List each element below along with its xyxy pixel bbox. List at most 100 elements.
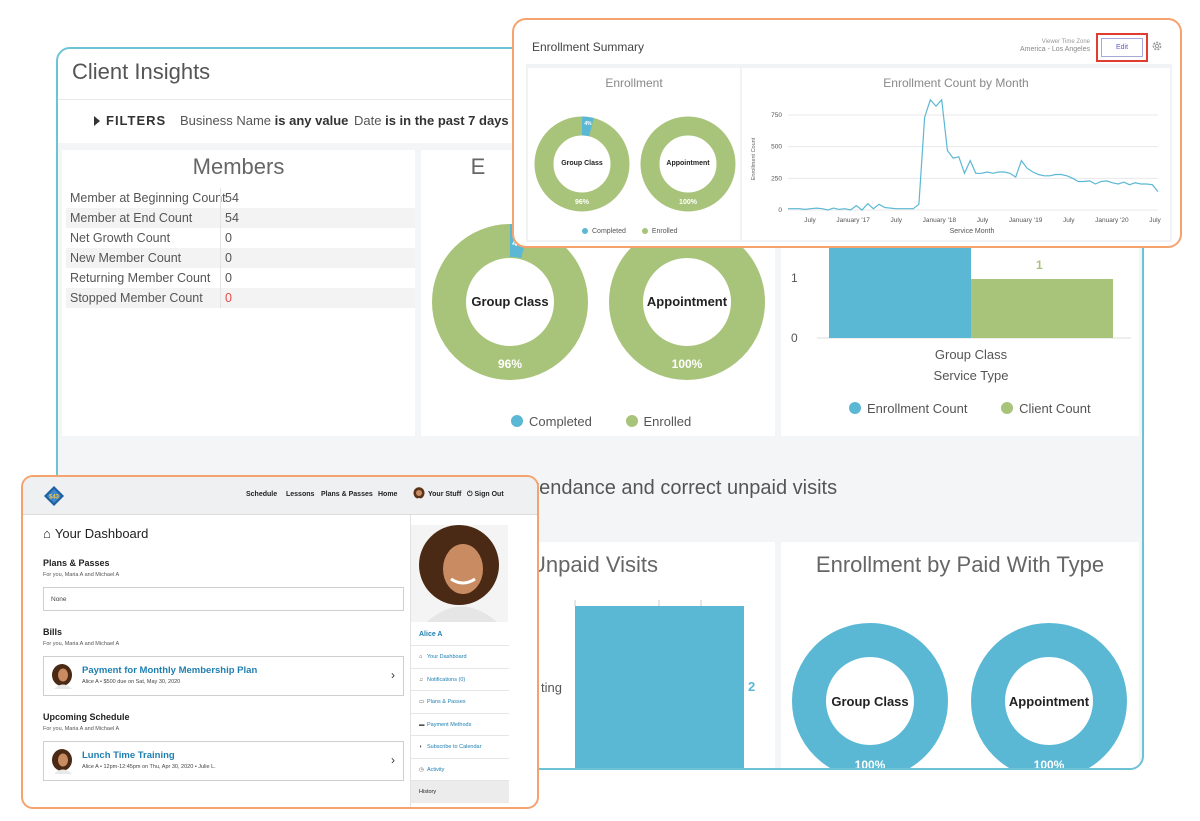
user-name[interactable]: Alice A bbox=[419, 631, 443, 638]
y-tick: 1 bbox=[791, 271, 798, 285]
gear-icon[interactable] bbox=[1151, 40, 1163, 52]
table-row: Returning Member Count 0 bbox=[66, 268, 415, 288]
edit-button[interactable]: Edit bbox=[1101, 38, 1143, 57]
appointment-enrolled-ring bbox=[640, 116, 736, 212]
y-tick-label: 750 bbox=[771, 112, 782, 119]
donut-label: Group Class bbox=[471, 294, 549, 309]
y-axis-label: Enrollment Count bbox=[751, 137, 757, 181]
unpaid-visits-title: Unpaid Visits bbox=[530, 552, 658, 577]
filters-toggle[interactable]: FILTERS bbox=[106, 113, 167, 128]
enrollment-by-month-title: Enrollment Count by Month bbox=[883, 76, 1029, 90]
bell-icon: ♫ bbox=[419, 676, 424, 683]
bills-section-title: Bills bbox=[43, 627, 63, 637]
y-tick-label: 250 bbox=[771, 175, 782, 182]
schedule-title[interactable]: Lunch Time Training bbox=[82, 750, 175, 761]
donut-label: Appointment bbox=[1008, 694, 1090, 709]
bill-details: Alice A • $500 due on Sat, May 30, 2020 bbox=[82, 679, 181, 685]
y-tick-label: 0 bbox=[778, 207, 782, 214]
donut-label: Group Class bbox=[831, 694, 909, 709]
edit-highlight-box: Edit bbox=[1096, 33, 1148, 62]
nav-plans-passes[interactable]: Plans & Passes bbox=[321, 491, 373, 498]
series-line bbox=[788, 98, 1159, 211]
x-axis-label: Service Month bbox=[949, 228, 995, 235]
enrollment-summary-title: Enrollment Summary bbox=[532, 40, 645, 54]
avatar bbox=[51, 749, 74, 774]
donut-percent: 100% bbox=[1033, 758, 1065, 770]
plans-box: None bbox=[43, 587, 404, 611]
x-tick-label: January '20 bbox=[1095, 217, 1129, 224]
legend-dot bbox=[641, 228, 648, 234]
legend-completed: Completed bbox=[511, 414, 592, 429]
credit-card-icon: ▬ bbox=[419, 721, 425, 728]
menu-subscribe-calendar[interactable]: ◗ Subscribe to Calendar bbox=[411, 735, 509, 758]
filter-date[interactable]: Date is in the past 7 days bbox=[354, 113, 509, 128]
x-axis-label: Service Type bbox=[933, 368, 1009, 383]
profile-photo bbox=[411, 525, 508, 622]
expand-triangle-icon[interactable] bbox=[94, 116, 100, 126]
legend-dot bbox=[625, 415, 638, 427]
filter-business-name[interactable]: Business Name is any value bbox=[180, 113, 349, 128]
group-class-ring bbox=[792, 623, 948, 768]
schedule-card[interactable]: Lunch Time Training Alice A • 12pm-12:45… bbox=[43, 741, 404, 781]
menu-history[interactable]: History bbox=[411, 780, 509, 803]
bar-data-label: 1 bbox=[1036, 258, 1043, 272]
power-icon: ⏻ bbox=[467, 491, 475, 498]
profile-sidebar: Alice A ⌂ Your Dashboard ♫ Notifications (… bbox=[410, 515, 537, 807]
slice-label: 4% bbox=[584, 121, 592, 127]
enrollment-summary-body: Enrollment 4% Group Class 96% Appointmen… bbox=[526, 64, 1172, 242]
y-tick-label: 500 bbox=[771, 144, 782, 151]
timezone-value[interactable]: America - Los Angeles bbox=[1019, 46, 1090, 53]
nav-schedule[interactable]: Schedule bbox=[246, 491, 278, 498]
menu-notifications[interactable]: ♫ Notifications (0) bbox=[411, 667, 509, 691]
plans-section-title: Plans & Passes bbox=[43, 558, 110, 568]
plans-value: None bbox=[51, 596, 67, 603]
enrollment-summary-panel: Enrollment Summary Viewer Time Zone Amer… bbox=[512, 18, 1182, 248]
appointment-ring bbox=[971, 623, 1127, 768]
paid-with-donuts bbox=[792, 623, 1127, 768]
y-tick: 0 bbox=[791, 331, 798, 345]
bar-legend: Enrollment Count Client Count bbox=[849, 401, 1121, 416]
bill-card[interactable]: Payment for Monthly Membership Plan Alic… bbox=[43, 656, 404, 696]
x-tick-label: January '19 bbox=[1009, 217, 1043, 224]
paid-with-type-tile: Enrollment by Paid With Type Group Class… bbox=[781, 542, 1139, 770]
bill-title[interactable]: Payment for Monthly Membership Plan bbox=[82, 665, 258, 676]
unpaid-visits-bar-chart bbox=[574, 600, 744, 768]
chevron-right-icon[interactable]: › bbox=[391, 753, 395, 767]
profile-menu: ⌂ Your Dashboard ♫ Notifications (0) ▭ Plan… bbox=[411, 645, 509, 803]
menu-activity[interactable]: ◷ Activity bbox=[411, 757, 509, 781]
menu-plans-passes[interactable]: ▭ Plans & Passes bbox=[411, 690, 509, 713]
home-icon: ⌂ bbox=[43, 526, 51, 541]
x-tick-label: July bbox=[804, 217, 816, 224]
legend-client-count: Client Count bbox=[1001, 401, 1091, 416]
x-tick-label: July bbox=[890, 217, 902, 224]
nav-sign-out[interactable]: ⏻ Sign Out bbox=[467, 491, 504, 498]
x-tick-label: July bbox=[1063, 217, 1075, 224]
table-row: Net Growth Count 0 bbox=[66, 228, 415, 248]
donut-label: Appointment bbox=[646, 294, 728, 309]
home-icon: ⌂ bbox=[419, 654, 423, 660]
legend-enrolled: Enrolled bbox=[641, 228, 678, 235]
enrollment-subtile: Enrollment 4% Group Class 96% Appointmen… bbox=[528, 68, 740, 240]
bills-section-subtitle: For you, Maria A and Michael A bbox=[43, 641, 120, 647]
table-row: Member at Beginning Count 54 bbox=[66, 188, 415, 208]
nav-home[interactable]: Home bbox=[378, 491, 398, 498]
nav-lessons[interactable]: Lessons bbox=[286, 491, 315, 498]
members-table: Member at Beginning Count 54 Member at En… bbox=[66, 188, 415, 308]
page-title: Client Insights bbox=[72, 59, 211, 84]
client-dashboard-panel: $43 Schedule Lessons Plans & Passes Home… bbox=[21, 475, 539, 809]
donut-percent: 96% bbox=[497, 357, 523, 371]
menu-payment-methods[interactable]: ▬ Payment Methods bbox=[411, 712, 509, 736]
x-tick: Group Class bbox=[934, 347, 1008, 362]
chevron-right-icon[interactable]: › bbox=[391, 668, 395, 682]
legend-dot bbox=[1001, 402, 1014, 414]
enrollment-mini-donuts bbox=[534, 116, 736, 212]
table-row: Stopped Member Count 0 bbox=[66, 288, 415, 308]
nav-your-stuff[interactable]: Your Stuff bbox=[428, 491, 462, 498]
donut-label: Group Class bbox=[561, 160, 603, 167]
brand-logo-icon[interactable]: $43 bbox=[43, 485, 65, 507]
paid-with-type-title: Enrollment by Paid With Type bbox=[815, 552, 1105, 577]
legend-dot bbox=[849, 402, 861, 414]
enrollment-by-month-subtile: Enrollment Count by Month 0 250 500 750 July… bbox=[742, 68, 1170, 240]
menu-your-dashboard[interactable]: ⌂ Your Dashboard bbox=[411, 645, 509, 668]
user-avatar-icon[interactable] bbox=[413, 487, 425, 501]
